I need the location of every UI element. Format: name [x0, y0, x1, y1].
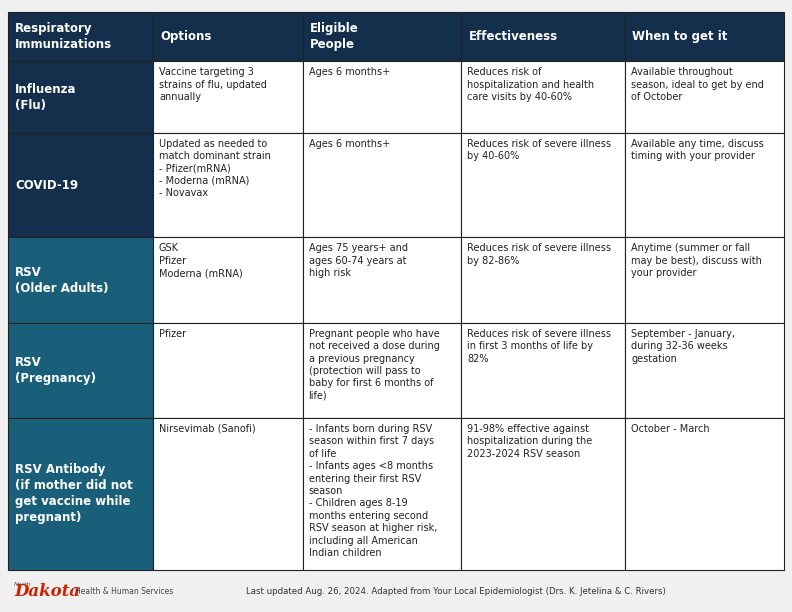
Bar	[303, 418, 462, 570]
Bar	[303, 237, 462, 323]
Text: October - March: October - March	[631, 424, 710, 434]
Bar	[462, 61, 625, 133]
Text: Reduces risk of severe illness
by 40-60%: Reduces risk of severe illness by 40-60%	[467, 139, 611, 161]
Text: Anytime (summer or fall
may be best), discuss with
your provider: Anytime (summer or fall may be best), di…	[631, 244, 762, 278]
Text: Influenza
(Flu): Influenza (Flu)	[15, 83, 77, 111]
Bar	[303, 61, 462, 133]
Text: Pfizer: Pfizer	[159, 329, 186, 339]
Bar	[625, 133, 784, 237]
Bar	[303, 133, 462, 237]
Bar	[8, 323, 153, 418]
Bar	[462, 12, 625, 61]
Text: Ages 75 years+ and
ages 60-74 years at
high risk: Ages 75 years+ and ages 60-74 years at h…	[309, 244, 408, 278]
Text: Available throughout
season, ideal to get by end
of October: Available throughout season, ideal to ge…	[631, 67, 764, 102]
Text: When to get it: When to get it	[632, 30, 727, 43]
Text: RSV Antibody
(if mother did not
get vaccine while
pregnant): RSV Antibody (if mother did not get vacc…	[15, 463, 133, 524]
Bar	[153, 418, 303, 570]
Text: Vaccine targeting 3
strains of flu, updated
annually: Vaccine targeting 3 strains of flu, upda…	[159, 67, 267, 102]
Bar	[153, 323, 303, 418]
Text: Reduces risk of
hospitalization and health
care visits by 40-60%: Reduces risk of hospitalization and heal…	[467, 67, 595, 102]
Text: Pregnant people who have
not received a dose during
a previous pregnancy
(protec: Pregnant people who have not received a …	[309, 329, 440, 401]
Bar	[625, 12, 784, 61]
Bar	[625, 418, 784, 570]
Text: Reduces risk of severe illness
in first 3 months of life by
82%: Reduces risk of severe illness in first …	[467, 329, 611, 364]
Text: Ages 6 months+: Ages 6 months+	[309, 139, 390, 149]
Text: Options: Options	[160, 30, 211, 43]
Text: - Infants born during RSV
season within first 7 days
of life
- Infants ages <8 m: - Infants born during RSV season within …	[309, 424, 437, 558]
Bar	[303, 323, 462, 418]
Text: 91-98% effective against
hospitalization during the
2023-2024 RSV season: 91-98% effective against hospitalization…	[467, 424, 592, 459]
Text: RSV
(Pregnancy): RSV (Pregnancy)	[15, 356, 96, 385]
Text: Nirsevimab (Sanofi): Nirsevimab (Sanofi)	[159, 424, 256, 434]
Bar	[8, 133, 153, 237]
Bar	[625, 323, 784, 418]
Text: Last updated Aug. 26, 2024. Adapted from Your Local Epidemiologist (Drs. K. Jete: Last updated Aug. 26, 2024. Adapted from…	[246, 586, 666, 595]
Bar	[153, 237, 303, 323]
Text: Respiratory
Immunizations: Respiratory Immunizations	[15, 22, 112, 51]
Bar	[625, 61, 784, 133]
Text: Dakota: Dakota	[14, 583, 80, 600]
Bar	[462, 133, 625, 237]
Text: RSV
(Older Adults): RSV (Older Adults)	[15, 266, 109, 294]
Text: COVID-19: COVID-19	[15, 179, 78, 192]
Bar	[153, 133, 303, 237]
Bar	[462, 323, 625, 418]
Text: North: North	[14, 581, 32, 586]
Text: September - January,
during 32-36 weeks
gestation: September - January, during 32-36 weeks …	[631, 329, 735, 364]
Bar	[153, 61, 303, 133]
Bar	[153, 12, 303, 61]
Bar	[8, 61, 153, 133]
Text: Available any time, discuss
timing with your provider: Available any time, discuss timing with …	[631, 139, 763, 161]
Bar	[462, 237, 625, 323]
Text: Updated as needed to
match dominant strain
- Pfizer(mRNA)
- Moderna (mRNA)
- Nov: Updated as needed to match dominant stra…	[159, 139, 271, 198]
Text: Ages 6 months+: Ages 6 months+	[309, 67, 390, 78]
Text: GSK
Pfizer
Moderna (mRNA): GSK Pfizer Moderna (mRNA)	[159, 244, 242, 278]
Text: Eligible
People: Eligible People	[310, 22, 358, 51]
Bar	[8, 12, 153, 61]
Bar	[625, 237, 784, 323]
Text: Effectiveness: Effectiveness	[468, 30, 558, 43]
Bar	[8, 418, 153, 570]
Bar	[303, 12, 462, 61]
Text: Reduces risk of severe illness
by 82-86%: Reduces risk of severe illness by 82-86%	[467, 244, 611, 266]
Bar	[8, 237, 153, 323]
Bar	[462, 418, 625, 570]
Text: Health & Human Services: Health & Human Services	[75, 586, 173, 595]
